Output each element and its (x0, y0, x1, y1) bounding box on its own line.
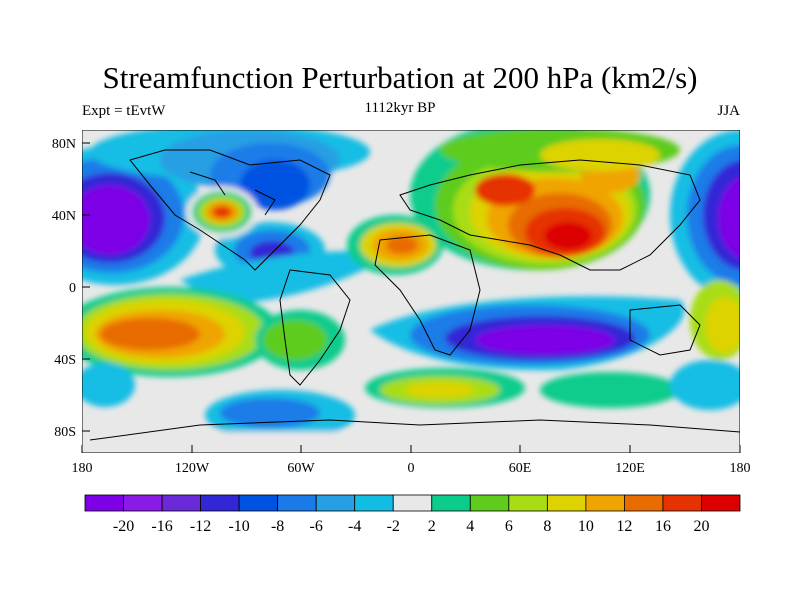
lat-labels: 80N 40N 0 40S 80S (52, 137, 76, 440)
colorbar-label: -10 (228, 518, 249, 535)
lat-label-0: 0 (69, 281, 76, 296)
colorbar-swatch (469, 494, 510, 512)
colorbar-swatch (354, 494, 394, 512)
colorbar-label: 6 (505, 518, 513, 535)
lat-label-80s: 80S (54, 425, 76, 440)
time-label: 1112kyr BP (364, 100, 436, 116)
colorbar-label: 4 (466, 518, 474, 535)
lon-label-60e: 60E (509, 461, 532, 476)
lat-label-80n: 80N (52, 137, 76, 152)
colorbar-label: -6 (310, 518, 323, 535)
colorbar-label: -16 (151, 518, 172, 535)
colorbar-swatch (624, 494, 664, 512)
colorbar-labels: -20 -16 -12 -10 -8 -6 -4 -2 2 4 6 8 10 12 16 20 (113, 518, 710, 535)
lat-label-40s: 40S (54, 353, 76, 368)
colorbar-swatch (200, 494, 240, 512)
colorbar (84, 494, 741, 512)
colorbar-label: 8 (543, 518, 551, 535)
colorbar-swatch (161, 494, 201, 512)
colorbar-label: 16 (655, 518, 671, 535)
colorbar-swatch (431, 494, 471, 512)
colorbar-label: 20 (693, 518, 709, 535)
colorbar-label: -8 (271, 518, 284, 535)
lon-label-120e: 120E (615, 461, 645, 476)
colorbar-swatch (662, 494, 702, 512)
colorbar-swatch (701, 494, 741, 512)
colorbar-swatch (277, 494, 317, 512)
colorbar-label: 10 (578, 518, 594, 535)
colorbar-label: -4 (348, 518, 361, 535)
colorbar-swatch (238, 494, 279, 512)
axis-ticks (81, 142, 741, 453)
colorbar-label: -2 (387, 518, 400, 535)
colorbar-swatch (546, 494, 587, 512)
colorbar-label: 12 (616, 518, 632, 535)
colorbar-swatch (123, 494, 163, 512)
colorbar-label: 2 (428, 518, 436, 535)
season-label: JJA (717, 103, 740, 119)
colorbar-swatch (84, 494, 124, 512)
lon-label-120w: 120W (175, 461, 210, 476)
colorbar-label: -12 (190, 518, 211, 535)
lon-label-180w: 180 (72, 461, 93, 476)
colorbar-swatch (392, 494, 433, 512)
colorbar-swatch (508, 494, 548, 512)
lon-label-180e: 180 (730, 461, 751, 476)
experiment-label: Expt = tEvtW (82, 103, 166, 119)
colorbar-swatch (585, 494, 625, 512)
colorbar-swatch (315, 494, 356, 512)
streamfunction-field (82, 130, 740, 453)
lon-label-60w: 60W (287, 461, 315, 476)
plot-title: Streamfunction Perturbation at 200 hPa (… (102, 60, 698, 95)
colorbar-label: -20 (113, 518, 134, 535)
coastlines (89, 149, 740, 441)
lon-label-0: 0 (408, 461, 415, 476)
lat-label-40n: 40N (52, 209, 76, 224)
lon-labels: 180 120W 60W 0 60E 120E 180 (72, 461, 751, 476)
